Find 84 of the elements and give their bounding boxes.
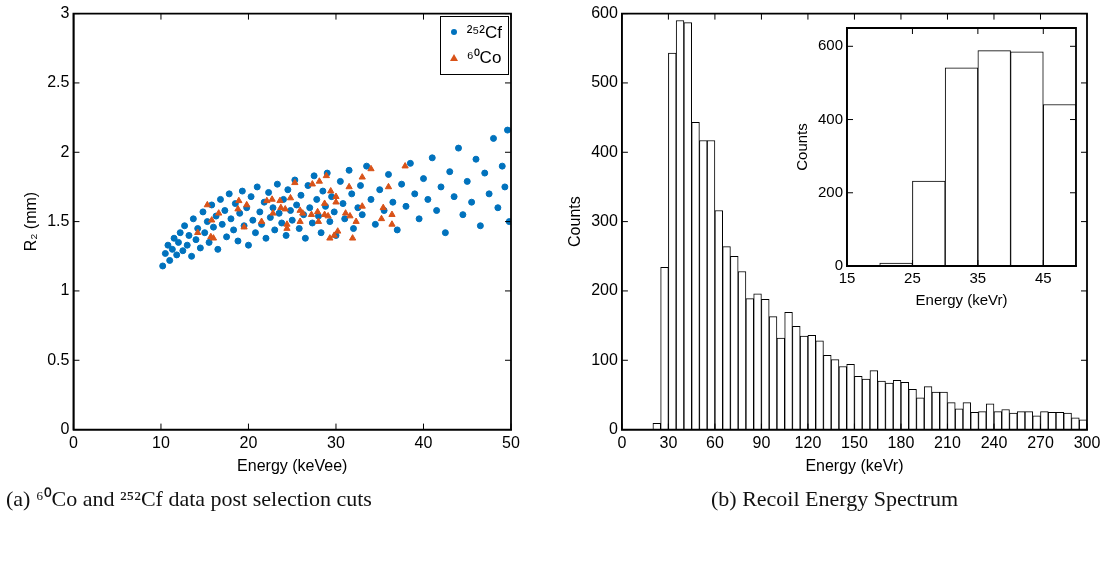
point bbox=[277, 203, 285, 211]
point bbox=[388, 220, 396, 227]
y-tick-label: 1 bbox=[60, 281, 70, 299]
point bbox=[307, 210, 316, 217]
point bbox=[367, 164, 375, 172]
y-tick-label: 600 bbox=[818, 36, 844, 54]
y-tick-label: 0.5 bbox=[47, 350, 70, 368]
point bbox=[324, 211, 332, 219]
point bbox=[401, 162, 409, 169]
point bbox=[377, 214, 386, 222]
x-axis-title: Energy (keVr) bbox=[915, 291, 1008, 309]
point bbox=[379, 203, 387, 211]
y-tick-label: 500 bbox=[591, 73, 618, 91]
point bbox=[313, 207, 322, 215]
y-tick-label: 2.5 bbox=[47, 73, 70, 91]
x-tick-label: 50 bbox=[502, 433, 520, 451]
x-tick-label: 180 bbox=[887, 433, 915, 451]
x-tick-label: 40 bbox=[414, 433, 433, 451]
y-tick-label: 400 bbox=[591, 142, 618, 160]
point bbox=[332, 192, 340, 199]
point bbox=[358, 173, 366, 180]
point bbox=[314, 217, 323, 224]
point bbox=[296, 217, 304, 224]
point bbox=[269, 209, 277, 216]
y-tick-label: 2 bbox=[60, 142, 70, 160]
x-tick-label: 25 bbox=[904, 269, 921, 287]
point bbox=[326, 234, 334, 241]
x-axis-title: Energy (keVr) bbox=[805, 456, 904, 474]
y-axis-title: Counts bbox=[793, 123, 811, 171]
y-tick-label: 400 bbox=[818, 109, 844, 127]
x-tick-label: 30 bbox=[659, 433, 678, 451]
point bbox=[384, 182, 393, 190]
x-tick-label: 240 bbox=[980, 433, 1008, 451]
legend-label: ²⁵²Cf bbox=[466, 21, 502, 44]
point bbox=[215, 209, 223, 216]
point bbox=[332, 198, 340, 205]
point bbox=[286, 193, 295, 201]
y-tick-label: 0 bbox=[60, 420, 70, 438]
y-tick-label: 200 bbox=[591, 281, 618, 299]
point bbox=[268, 195, 276, 202]
point bbox=[315, 177, 323, 184]
point bbox=[358, 202, 366, 209]
point bbox=[235, 196, 243, 204]
x-tick-label: 210 bbox=[934, 433, 961, 451]
y-tick-label: 300 bbox=[591, 212, 618, 230]
x-tick-label: 35 bbox=[969, 269, 987, 287]
point bbox=[348, 234, 357, 241]
x-tick-label: 90 bbox=[752, 433, 771, 451]
x-tick-label: 20 bbox=[239, 433, 258, 451]
point bbox=[308, 180, 316, 187]
point bbox=[341, 209, 350, 216]
point bbox=[234, 205, 242, 212]
x-tick-label: 150 bbox=[841, 433, 868, 451]
point bbox=[320, 199, 329, 206]
y-tick-label: 100 bbox=[591, 350, 618, 368]
point bbox=[257, 217, 266, 224]
x-tick-label: 120 bbox=[794, 433, 822, 451]
x-tick-label: 30 bbox=[327, 433, 345, 451]
text: (a) ⁶⁰Co and ²⁵²Cf data post selection cuts bbox=[6, 486, 373, 513]
y-tick-label: 3 bbox=[60, 4, 70, 22]
x-tick-label: 300 bbox=[1073, 433, 1101, 451]
y-axis-title: Counts bbox=[566, 196, 584, 247]
y-tick-label: 600 bbox=[591, 4, 618, 22]
point bbox=[345, 182, 353, 190]
x-axis-title: Energy (keVee) bbox=[237, 456, 348, 474]
legend-label: ⁶⁰Co bbox=[466, 47, 502, 70]
text: (b) Recoil Energy Spectrum bbox=[710, 486, 959, 513]
point bbox=[203, 200, 211, 208]
point bbox=[346, 211, 354, 219]
x-tick-label: 60 bbox=[706, 433, 724, 451]
y-tick-label: 200 bbox=[818, 182, 844, 200]
y-tick-label: 1.5 bbox=[47, 212, 70, 230]
y-tick-label: 0 bbox=[608, 420, 618, 438]
point bbox=[243, 200, 251, 208]
x-tick-label: 45 bbox=[1034, 269, 1052, 287]
point bbox=[352, 217, 360, 224]
point bbox=[281, 205, 289, 212]
point bbox=[208, 216, 216, 223]
point bbox=[334, 227, 342, 234]
x-tick-label: 10 bbox=[152, 433, 170, 451]
y-axis-title: R₂ (mm) bbox=[22, 191, 40, 252]
x-tick-label: 270 bbox=[1027, 433, 1054, 451]
point bbox=[388, 210, 396, 217]
point bbox=[327, 186, 335, 194]
